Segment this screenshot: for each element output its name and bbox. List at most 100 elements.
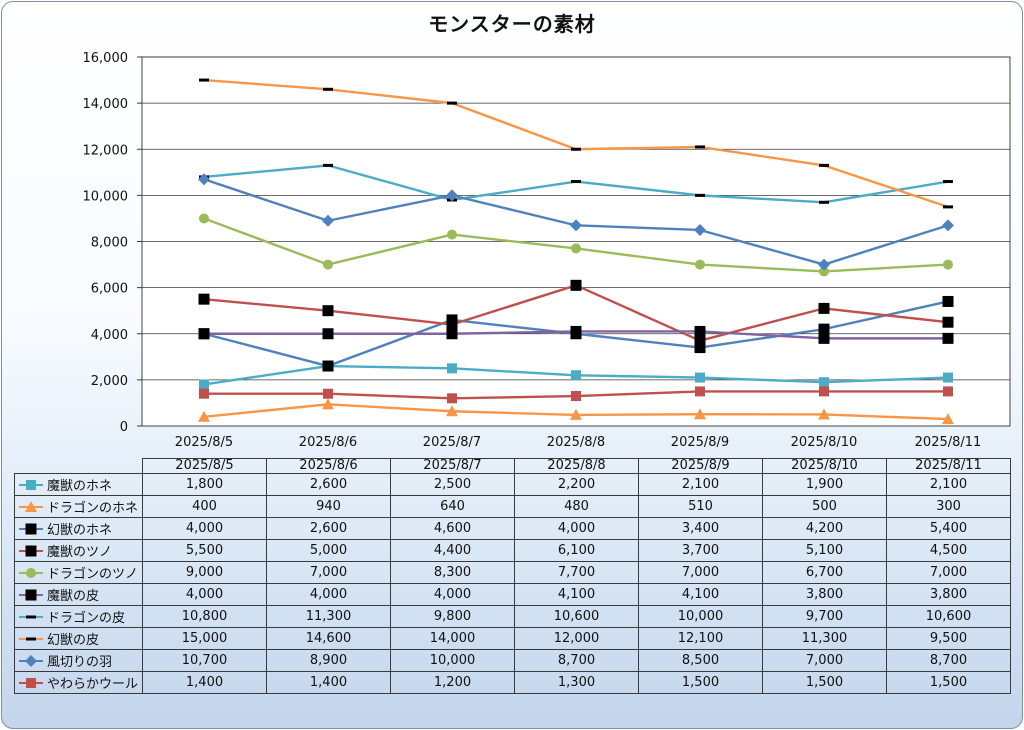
legend-key: [19, 615, 43, 618]
series-point: [570, 279, 582, 291]
series-name-cell: ドラゴンのホネ: [14, 495, 143, 518]
legend-marker: [25, 500, 37, 512]
series-name-cell: ドラゴンのツノ: [14, 561, 143, 584]
table-value-cell: 1,500: [638, 671, 763, 694]
series-point: [819, 163, 829, 167]
table-value-cell: 8,500: [638, 649, 763, 672]
legend-key: [19, 677, 43, 688]
table-value-cell: 9,800: [390, 605, 515, 628]
series-point: [819, 200, 829, 204]
table-value-cell: 7,000: [762, 649, 887, 672]
x-tick-label: 2025/8/7: [423, 435, 481, 450]
series-point: [694, 342, 706, 354]
series-point: [323, 388, 333, 399]
series-point: [323, 259, 333, 270]
series-point: [447, 101, 457, 105]
series-point: [695, 372, 705, 383]
series-point: [694, 408, 706, 420]
table-value-cell: 15,000: [142, 627, 267, 650]
table-row: 幻獣の皮 15,000 14,600 14,000 12,000 12,100 11,300…: [14, 627, 1011, 650]
table-row: 魔獣の皮 4,000 4,000 4,000 4,100 4,100 3,800 3,800: [14, 583, 1011, 606]
y-tick-label: 4,000: [91, 328, 128, 343]
table-value-cell: 940: [266, 495, 391, 518]
series-name: 魔獣の皮: [47, 589, 100, 604]
legend-key: [19, 523, 43, 534]
table-value-cell: 9,700: [762, 605, 887, 628]
series-point: [943, 205, 953, 209]
series-point: [942, 316, 954, 328]
y-tick-label: 8,000: [91, 236, 128, 251]
series-point: [942, 332, 954, 344]
series-point: [694, 223, 706, 236]
series-point: [943, 259, 953, 270]
legend-key: [19, 500, 43, 512]
series-point: [943, 180, 953, 184]
table-value-cell: 5,400: [886, 517, 1011, 540]
chart-title: モンスターの素材: [428, 12, 596, 36]
series-3: [198, 279, 954, 347]
table-value-cell: 1,300: [514, 671, 639, 694]
y-tick-label: 0: [120, 420, 128, 435]
series-1: [198, 398, 954, 425]
legend-marker: [26, 479, 36, 490]
legend-marker: [26, 567, 36, 578]
table-header-cell: 2025/8/11: [886, 458, 1011, 474]
table-value-cell: 10,700: [142, 649, 267, 672]
series-point: [198, 410, 210, 422]
legend-marker: [25, 545, 37, 556]
series-point: [322, 360, 334, 372]
series-name-cell: 風切りの羽: [14, 649, 143, 672]
table-header-cell: 2025/8/10: [762, 458, 887, 474]
series-point: [570, 325, 582, 337]
series-point: [198, 173, 210, 186]
series-name: 魔獣のホネ: [47, 479, 113, 494]
table-value-cell: 10,000: [390, 649, 515, 672]
table-value-cell: 4,000: [390, 583, 515, 606]
table-row: ドラゴンのホネ 400 940 640 480 510 500 300: [14, 495, 1011, 518]
y-tick-label: 2,000: [91, 374, 128, 389]
table-value-cell: 500: [762, 495, 887, 518]
series-point: [942, 413, 954, 425]
table-value-cell: 2,500: [390, 473, 515, 496]
series-name-cell: 幻獣のホネ: [14, 517, 143, 540]
table-value-cell: 1,800: [142, 473, 267, 496]
series-point: [819, 266, 829, 277]
table-value-cell: 4,500: [886, 539, 1011, 562]
legend-marker: [25, 654, 37, 667]
y-tick-label: 16,000: [83, 51, 129, 66]
series-point: [322, 214, 334, 227]
series-point: [818, 332, 830, 344]
y-tick-label: 14,000: [83, 97, 129, 112]
series-point: [571, 147, 581, 151]
table-value-cell: 2,600: [266, 517, 391, 540]
series-name: 魔獣のツノ: [47, 545, 113, 560]
series-point: [695, 145, 705, 149]
series-name: 幻獣の皮: [47, 633, 100, 648]
series-point: [942, 219, 954, 232]
series-point: [322, 305, 334, 317]
series-point: [818, 258, 830, 271]
series-7: [199, 78, 953, 209]
legend-marker: [26, 677, 36, 688]
table-value-cell: 8,700: [514, 649, 639, 672]
table-value-cell: 1,400: [266, 671, 391, 694]
table-value-cell: 5,500: [142, 539, 267, 562]
table-value-cell: 1,500: [762, 671, 887, 694]
table-value-cell: 5,100: [762, 539, 887, 562]
series-name-cell: 幻獣の皮: [14, 627, 143, 650]
table-value-cell: 8,700: [886, 649, 1011, 672]
series-point: [446, 319, 458, 331]
table-row: ドラゴンのツノ 9,000 7,000 8,300 7,700 7,000 6,700 7,0…: [14, 561, 1011, 584]
table-value-cell: 1,500: [886, 671, 1011, 694]
table-value-cell: 6,100: [514, 539, 639, 562]
table-value-cell: 400: [142, 495, 267, 518]
series-point: [199, 379, 209, 390]
table-value-cell: 2,200: [514, 473, 639, 496]
series-4: [199, 213, 953, 277]
table-value-cell: 2,600: [266, 473, 391, 496]
table-row: ドラゴンの皮 10,800 11,300 9,800 10,600 10,000 9,700…: [14, 605, 1011, 628]
table-value-cell: 3,800: [886, 583, 1011, 606]
table-value-cell: 7,000: [266, 561, 391, 584]
series-point: [818, 323, 830, 335]
series-point: [447, 229, 457, 240]
